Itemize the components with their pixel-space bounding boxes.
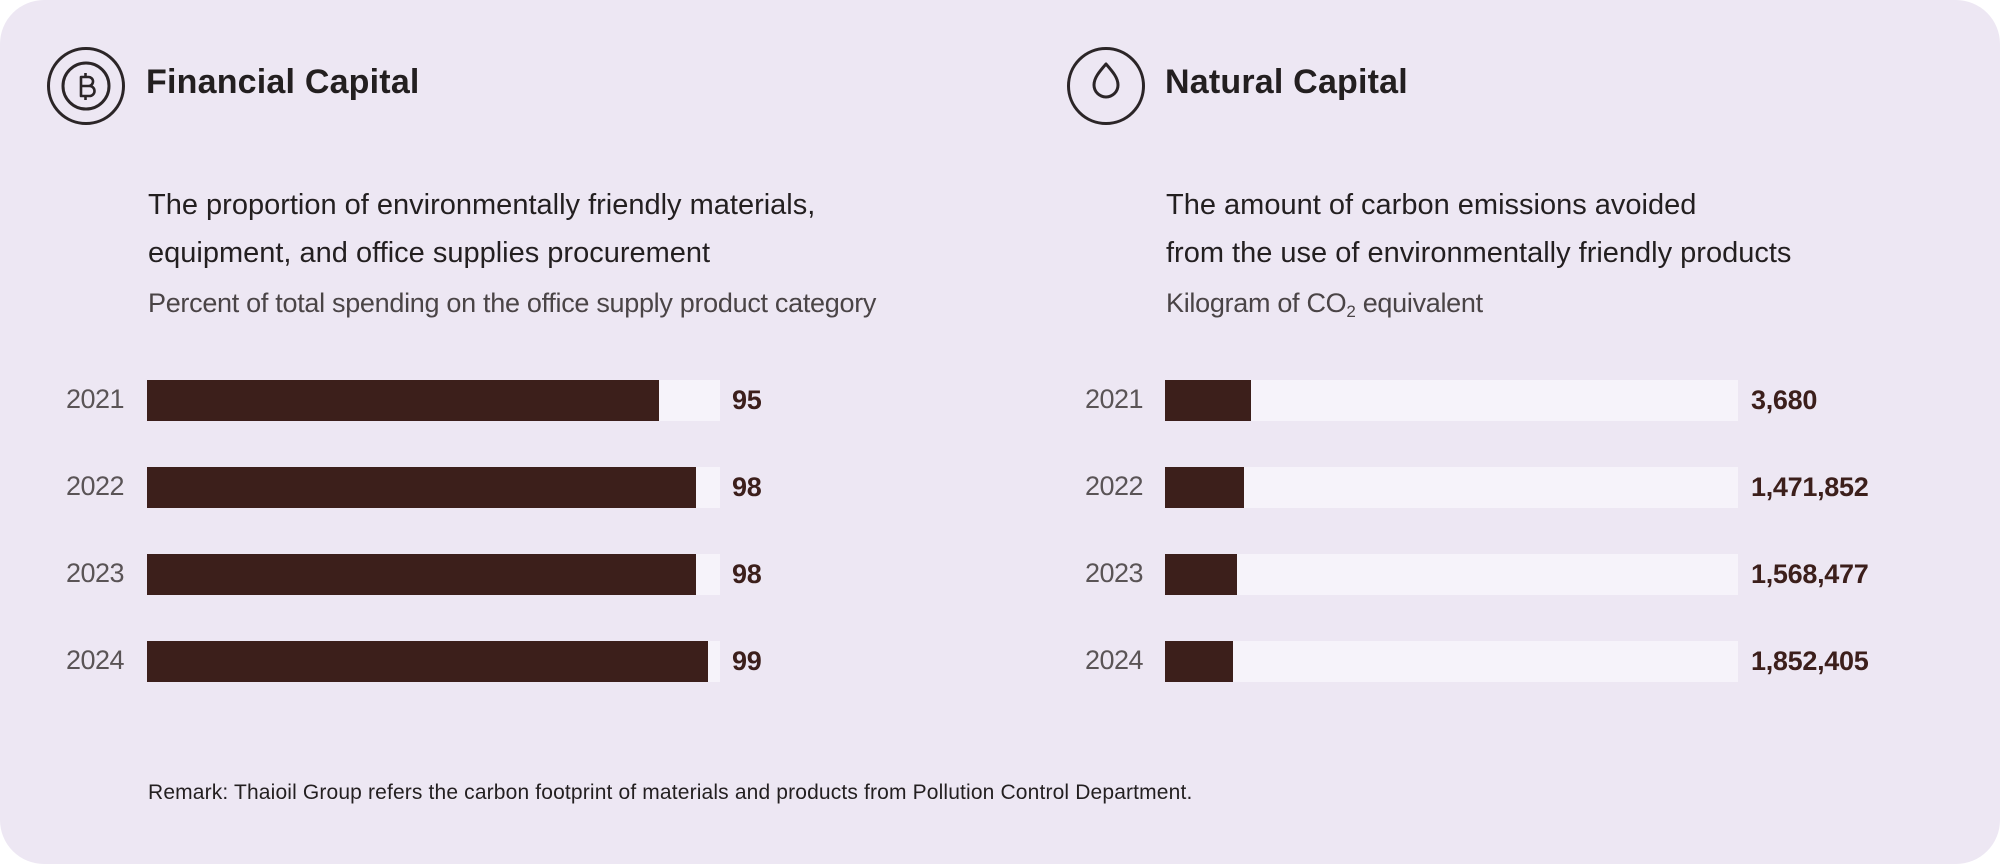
bar-row: 2022 98 [0,467,1000,508]
bar-fill [1165,554,1238,595]
procurement-bar-chart: 2021 95 2022 98 2023 98 2024 99 [0,0,1000,760]
bar-fill [1165,467,1245,508]
bar-track [1165,380,1738,421]
chart-heading-line: The amount of carbon emissions avoided [1166,189,1697,221]
bar-track [147,380,720,421]
bar-track [1165,467,1738,508]
value-label: 1,568,477 [1751,559,1869,589]
remark-footnote: Remark: Thaioil Group refers the carbon … [148,781,1193,804]
emissions-bar-chart: 2021 3,680 2022 1,471,852 2023 1,568,477 2024 1… [1020,0,2000,760]
year-label: 2021 [66,384,125,414]
unit-text: Kilogram of CO [1166,288,1347,318]
financial-capital-panel: Financial Capital The proportion of envi… [0,0,1000,760]
value-label: 3,680 [1751,385,1818,415]
bar-row: 2022 1,471,852 [1020,467,2000,508]
chart-heading-line: from the use of environmentally friendly… [1166,237,1792,269]
value-label: 98 [732,559,762,589]
year-label: 2022 [66,471,125,501]
bar-row: 2023 1,568,477 [1020,554,2000,595]
value-label: 99 [732,646,762,676]
bar-row: 2021 3,680 [1020,380,2000,421]
bar-track [1165,641,1738,682]
bar-fill [147,641,708,682]
bar-row: 2021 95 [0,380,1000,421]
chart-unit-label: Percent of total spending on the office … [148,288,877,318]
chart-heading-line: equipment, and office supplies procureme… [148,237,711,269]
bar-fill [1165,641,1234,682]
value-label: 98 [732,472,762,502]
year-label: 2024 [66,645,125,675]
chart-unit-label: Kilogram of CO2 equivalent [1166,288,1483,322]
bar-fill [147,467,696,508]
bar-fill [147,554,696,595]
year-label: 2023 [1085,558,1144,588]
bar-row: 2024 99 [0,641,1000,682]
year-label: 2021 [1085,384,1144,414]
year-label: 2023 [66,558,125,588]
bar-track [1165,554,1738,595]
chart-heading: The amount of carbon emissions avoided f… [1166,181,1791,277]
value-label: 95 [732,385,762,415]
value-label: 1,852,405 [1751,646,1869,676]
unit-text: equivalent [1355,288,1483,318]
natural-capital-panel: Natural Capital The amount of carbon emi… [1020,0,2000,760]
bar-row: 2023 98 [0,554,1000,595]
bar-track [147,554,720,595]
bar-track [147,641,720,682]
chart-heading-line: The proportion of environmentally friend… [148,189,816,221]
chart-heading: The proportion of environmentally friend… [148,181,815,277]
section-title: Financial Capital [146,63,420,101]
bar-row: 2024 1,852,405 [1020,641,2000,682]
water-drop-icon [1066,46,1146,126]
section-title: Natural Capital [1165,63,1408,101]
baht-coin-icon [46,46,126,126]
year-label: 2022 [1085,471,1144,501]
bar-track [147,467,720,508]
value-label: 1,471,852 [1751,472,1869,502]
bar-fill [147,380,660,421]
unit-subscript: 2 [1346,302,1356,321]
bar-fill [1165,380,1251,421]
year-label: 2024 [1085,645,1144,675]
